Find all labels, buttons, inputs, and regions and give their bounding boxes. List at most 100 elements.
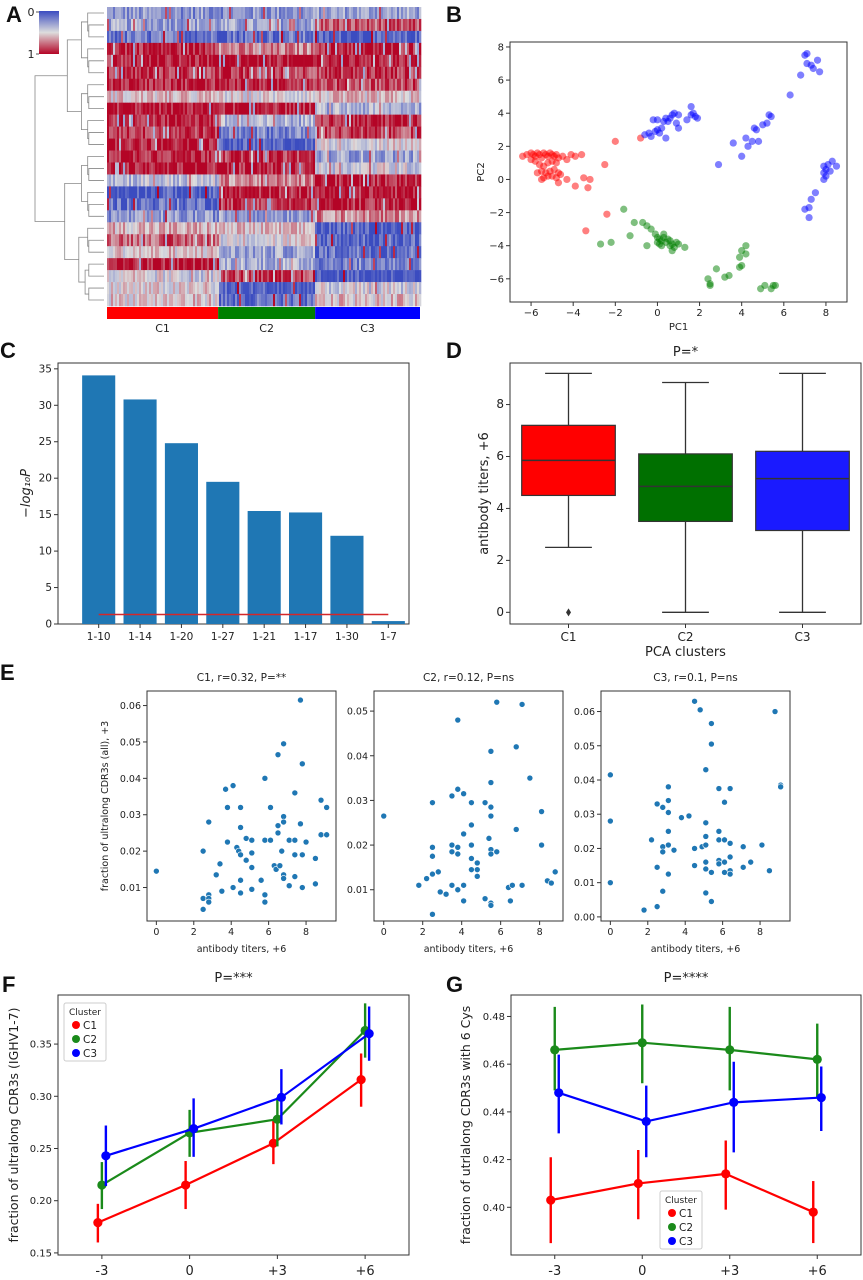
heatmap-cell	[343, 102, 346, 115]
heatmap-cell	[301, 54, 304, 68]
heatmap-cell	[323, 258, 326, 271]
heatmap-cell	[343, 78, 346, 92]
heatmap-cell	[347, 186, 350, 199]
heatmap-cell	[247, 186, 250, 199]
heatmap-cell	[413, 282, 416, 295]
heatmap-cell	[413, 66, 416, 80]
heatmap-cell	[301, 282, 304, 295]
heatmap-cell	[275, 90, 278, 103]
heatmap-cell	[205, 7, 208, 20]
heatmap-cell	[183, 7, 186, 20]
heatmap-cell	[193, 162, 196, 175]
heatmap-cell	[145, 90, 148, 103]
heatmap-cell	[311, 186, 314, 199]
heatmap-cell	[307, 162, 310, 175]
heatmap-cell	[211, 78, 214, 92]
heatmap-cell	[127, 126, 130, 139]
heatmap-cell	[275, 270, 278, 283]
heatmap-cell	[257, 270, 260, 283]
heatmap-cell	[411, 150, 414, 163]
heatmap-cell	[161, 66, 164, 80]
heatmap-cell	[341, 294, 344, 307]
heatmap-cell	[195, 198, 198, 211]
heatmap-cell	[303, 42, 306, 56]
heatmap-cell	[353, 42, 356, 56]
colorbar	[39, 11, 59, 54]
heatmap-cell	[351, 210, 354, 223]
heatmap-cell	[295, 7, 298, 20]
heatmap-cell	[291, 174, 294, 187]
scatter-point	[317, 831, 325, 839]
series-point-c3	[364, 1029, 374, 1039]
heatmap-cell	[297, 126, 300, 139]
heatmap-cell	[311, 294, 314, 307]
heatmap-cell	[355, 186, 358, 199]
heatmap-cell	[345, 246, 348, 259]
scatter-point	[691, 862, 698, 869]
heatmap-cell	[285, 198, 288, 211]
heatmap-cell	[399, 78, 402, 92]
legend-marker-c1	[72, 1021, 80, 1029]
heatmap-cell	[349, 114, 352, 127]
heatmap-cell	[193, 66, 196, 80]
heatmap-cell	[159, 30, 162, 44]
heatmap-cell	[135, 234, 138, 247]
dendrogram-branch	[34, 75, 68, 222]
heatmap-cell	[223, 234, 226, 247]
heatmap-cell	[299, 30, 302, 44]
heatmap-cell	[365, 90, 368, 103]
heatmap-cell	[405, 90, 408, 103]
heatmap-cell	[281, 18, 284, 32]
heatmap-cell	[265, 246, 268, 259]
heatmap-cell	[389, 234, 392, 247]
scatter-point	[429, 911, 436, 918]
heatmap-cell	[237, 210, 240, 223]
heatmap-cell	[205, 282, 208, 295]
heatmap-cell	[193, 7, 196, 20]
heatmap-cell	[379, 150, 382, 163]
heatmap-cell	[363, 222, 366, 235]
heatmap-cell	[197, 78, 200, 92]
heatmap-cell	[173, 138, 176, 151]
scatter-y-axis-label: fraction of ultralong CDR3s (all), +3	[100, 721, 111, 891]
heatmap-cell	[197, 102, 200, 115]
heatmap-cell	[293, 162, 296, 175]
heatmap-cell	[207, 114, 210, 127]
heatmap-cell	[229, 90, 232, 103]
pca-point-c1	[556, 170, 565, 179]
heatmap-cell	[235, 270, 238, 283]
heatmap-cell	[337, 42, 340, 56]
heatmap-cell	[275, 162, 278, 175]
heatmap-cell	[363, 42, 366, 56]
heatmap-cell	[169, 150, 172, 163]
heatmap-cell	[173, 102, 176, 115]
heatmap-cell	[233, 126, 236, 139]
heatmap-cell	[299, 186, 302, 199]
heatmap-cell	[241, 198, 244, 211]
pointplot-y-axis-label: fraction of ultralong CDR3s (IGHV1-7)	[6, 1007, 21, 1242]
heatmap-cell	[209, 270, 212, 283]
heatmap-cell	[347, 234, 350, 247]
scatter-y-tick-label: 0.04	[574, 775, 595, 786]
heatmap-cell	[237, 42, 240, 56]
heatmap-cell	[189, 66, 192, 80]
heatmap-cell	[171, 138, 174, 151]
heatmap-cell	[307, 54, 310, 68]
heatmap-cell	[245, 78, 248, 92]
pca-point-c2	[725, 271, 733, 280]
heatmap-cell	[279, 150, 282, 163]
heatmap-cell	[375, 270, 378, 283]
heatmap-cell	[207, 174, 210, 187]
heatmap-cell	[181, 90, 184, 103]
heatmap-cell	[147, 222, 150, 235]
heatmap-cell	[377, 294, 380, 307]
heatmap-cell	[157, 282, 160, 295]
heatmap-cell	[365, 126, 368, 139]
heatmap-cell	[211, 282, 214, 295]
heatmap-cell	[299, 138, 302, 151]
heatmap-cell	[241, 186, 244, 199]
legend-box	[63, 1002, 107, 1062]
heatmap-cell	[153, 282, 156, 295]
heatmap-cell	[295, 210, 298, 223]
heatmap-cell	[413, 198, 416, 211]
